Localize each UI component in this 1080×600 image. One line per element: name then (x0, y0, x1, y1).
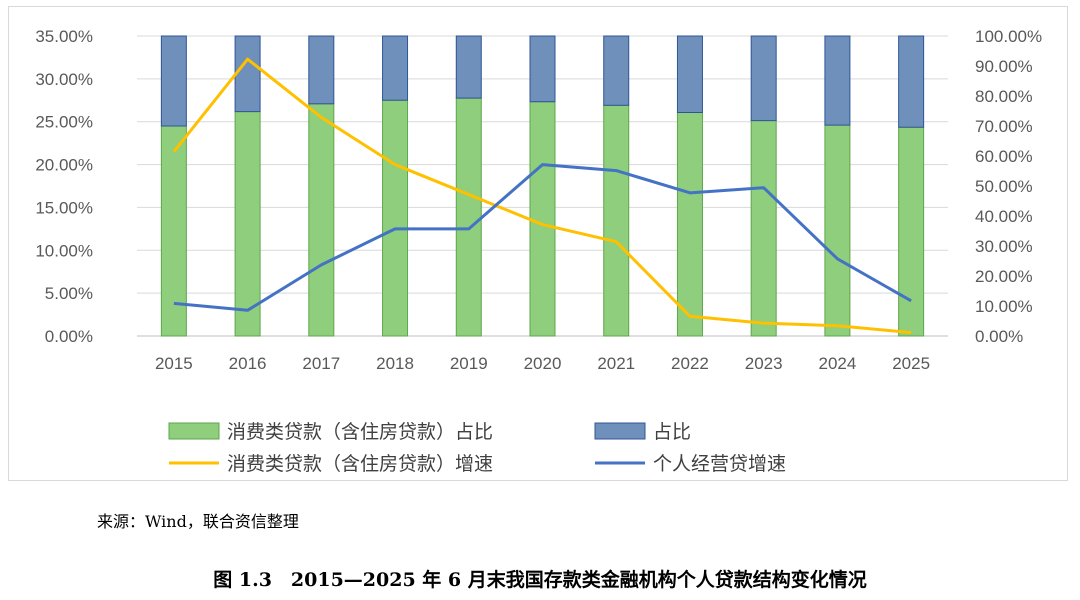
y-left-tick-label: 15.00% (35, 198, 93, 217)
x-tick-label: 2025 (892, 354, 930, 373)
bar-other-share (529, 35, 556, 103)
x-tick-label: 2016 (229, 354, 267, 373)
bar-consumer-share (455, 97, 482, 337)
y-right-tick-label: 100.00% (975, 27, 1042, 46)
y-left-tick-label: 20.00% (35, 156, 93, 175)
y-right-tick-label: 30.00% (975, 237, 1033, 256)
bar-consumer-share (308, 103, 335, 337)
y-left-tick-label: 35.00% (35, 27, 93, 46)
x-tick-label: 2020 (524, 354, 562, 373)
bar-consumer-share (382, 99, 409, 337)
y-left-tick-label: 10.00% (35, 241, 93, 260)
x-tick-label: 2019 (450, 354, 488, 373)
y-right-tick-label: 70.00% (975, 117, 1033, 136)
line-business-growth (173, 163, 912, 312)
y-right-tick-label: 80.00% (975, 87, 1033, 106)
bar-other-share (234, 35, 261, 113)
chart-svg: 0.00% 5.00% 10.00% 15.00% 20.00% 25.00% 30.00%… (35, 27, 1042, 475)
x-tick-label: 2018 (376, 354, 414, 373)
legend-consumer-growth-label: 消费类贷款（含住房贷款）增速 (227, 453, 493, 475)
bar-consumer-share (234, 111, 261, 337)
y-right-tick-label: 90.00% (975, 57, 1033, 76)
x-tick-label: 2015 (155, 354, 193, 373)
legend-consumer-share-swatch (168, 422, 220, 440)
y-left-tick-label: 0.00% (45, 327, 93, 346)
bar-consumer-share (750, 120, 777, 337)
y-right-tick-label: 50.00% (975, 177, 1033, 196)
y-right-tick-label: 40.00% (975, 207, 1033, 226)
chart-frame: 0.00% 5.00% 10.00% 15.00% 20.00% 25.00% 30.00%… (8, 6, 1068, 481)
line-consumer-growth (172, 57, 912, 335)
bar-other-share (455, 35, 482, 99)
x-tick-label: 2021 (597, 354, 635, 373)
bar-other-share (160, 35, 187, 127)
x-tick-label: 2023 (745, 354, 783, 373)
bar-consumer-share (898, 126, 925, 337)
bar-consumer-share (529, 101, 556, 337)
y-right-tick-label: 10.00% (975, 297, 1033, 316)
legend-business-growth-label: 个人经营贷增速 (653, 453, 786, 475)
bar-other-share (382, 35, 409, 101)
bar-other-share (603, 35, 630, 106)
y-right-tick-label: 0.00% (975, 327, 1023, 346)
bar-other-share (750, 35, 777, 122)
x-tick-label: 2022 (671, 354, 709, 373)
bar-other-share (898, 35, 925, 128)
y-left-tick-label: 5.00% (45, 284, 93, 303)
x-tick-label: 2024 (818, 354, 856, 373)
y-right-tick-label: 60.00% (975, 147, 1033, 166)
bar-consumer-share (603, 104, 630, 337)
y-right-tick-label: 20.00% (975, 267, 1033, 286)
bar-other-share (308, 35, 335, 105)
bar-consumer-share (676, 112, 703, 337)
y-left-tick-label: 25.00% (35, 113, 93, 132)
figure-caption: 图 1.3 2015—2025 年 6 月末我国存款类金融机构个人贷款结构变化情… (213, 569, 867, 591)
legend-consumer-share-label: 消费类贷款（含住房贷款）占比 (227, 421, 493, 443)
bar-other-share (676, 35, 703, 113)
y-left-tick-label: 30.00% (35, 70, 93, 89)
x-tick-label: 2017 (302, 354, 340, 373)
legend-other-share-label: 占比 (653, 421, 691, 443)
legend-other-share-swatch (594, 422, 646, 440)
bar-consumer-share (824, 124, 851, 337)
bar-other-share (824, 35, 851, 126)
source-note: 来源：Wind，联合资信整理 (97, 512, 299, 531)
